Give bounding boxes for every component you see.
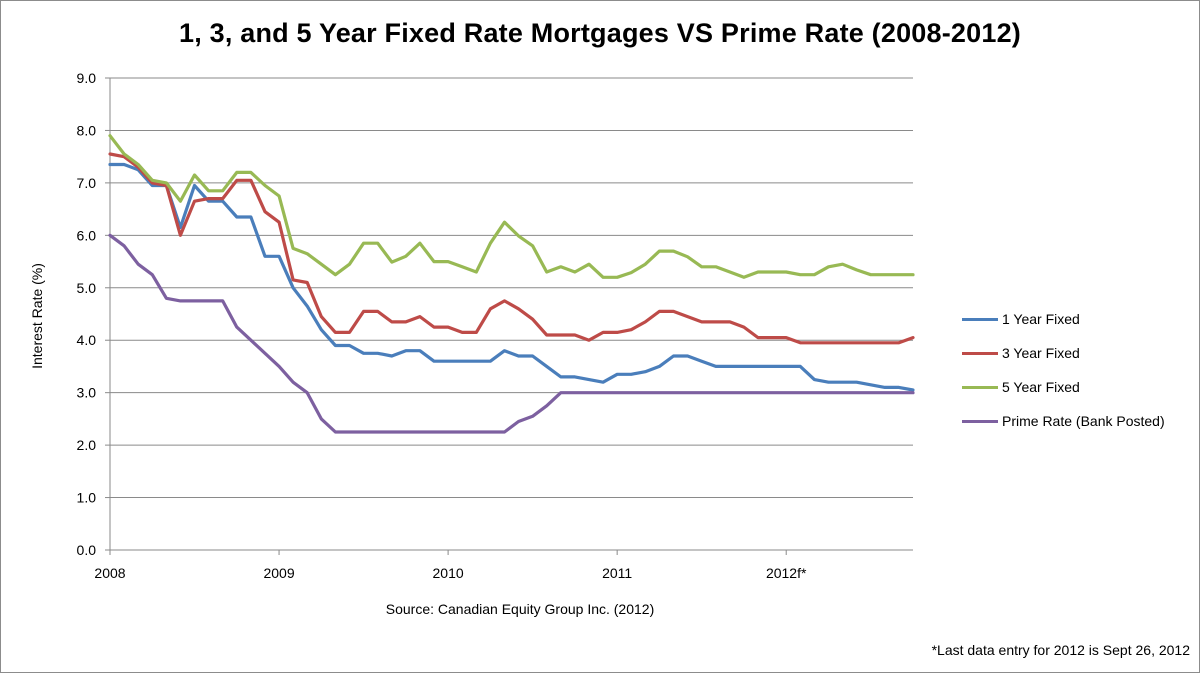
chart-title: 1, 3, and 5 Year Fixed Rate Mortgages VS…: [179, 18, 1021, 48]
legend-item: 3 Year Fixed: [962, 336, 1165, 370]
x-tick-label: 2008: [94, 565, 125, 581]
y-tick-label: 7.0: [77, 175, 97, 191]
axes: [105, 77, 913, 555]
series-line-3-year-fixed: [108, 152, 915, 345]
x-tick-label: 2009: [263, 565, 294, 581]
x-tick-label: 2010: [433, 565, 464, 581]
x-tick-label: 2011: [602, 565, 632, 581]
x-tick-label: 2012f*: [766, 565, 807, 581]
legend-item: Prime Rate (Bank Posted): [962, 404, 1165, 438]
y-tick-label: 4.0: [77, 332, 97, 348]
series-line-5-year-fixed: [108, 134, 915, 279]
y-tick-label: 1.0: [77, 490, 97, 506]
series-lines: [108, 134, 915, 434]
y-tick-label: 5.0: [77, 280, 97, 296]
legend-label: 5 Year Fixed: [1002, 379, 1080, 395]
y-tick-label: 6.0: [77, 227, 97, 243]
y-tick-label: 2.0: [77, 437, 97, 453]
legend-swatch: [962, 317, 998, 321]
legend-swatch: [962, 351, 998, 355]
series-line-prime-rate-bank-posted: [108, 233, 915, 434]
legend: 1 Year Fixed 3 Year Fixed 5 Year Fixed Prim…: [962, 302, 1165, 438]
legend-item: 1 Year Fixed: [962, 302, 1165, 336]
legend-label: 1 Year Fixed: [1002, 311, 1080, 327]
tick-labels: 0.0 1.0 2.0 3.0 4.0 5.0 6.0 7.0 8.0 9.0 2008 2009 20…: [77, 70, 807, 581]
y-axis-label: Interest Rate (%): [29, 263, 45, 369]
legend-swatch: [962, 419, 998, 423]
legend-swatch: [962, 385, 998, 389]
legend-label: Prime Rate (Bank Posted): [1002, 413, 1165, 429]
source-note: Source: Canadian Equity Group Inc. (2012…: [385, 601, 655, 617]
y-tick-label: 9.0: [77, 70, 97, 86]
y-tick-label: 0.0: [77, 542, 97, 558]
series-line-1-year-fixed: [108, 162, 915, 392]
y-tick-label: 3.0: [77, 385, 97, 401]
legend-item: 5 Year Fixed: [962, 370, 1165, 404]
footnote: *Last data entry for 2012 is Sept 26, 20…: [931, 642, 1190, 658]
gridlines: [110, 77, 913, 499]
legend-label: 3 Year Fixed: [1002, 345, 1080, 361]
y-tick-label: 8.0: [77, 122, 97, 138]
